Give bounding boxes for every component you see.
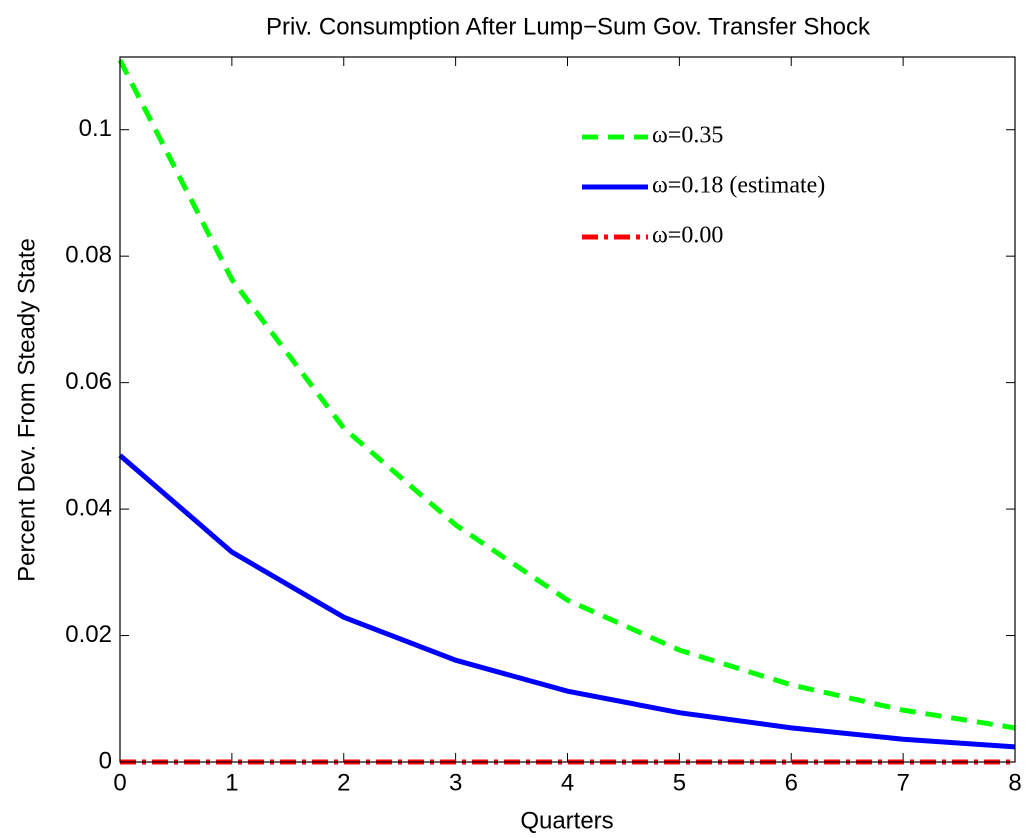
x-tick-label: 3 — [449, 769, 462, 796]
x-tick-label: 8 — [1008, 769, 1021, 796]
y-tick-label: 0.02 — [65, 621, 112, 648]
series-line — [118, 453, 1016, 750]
legend-label: ω=0.35 — [652, 123, 723, 149]
y-tick-label: 0.1 — [79, 115, 112, 142]
series-line — [117, 59, 1016, 731]
y-tick-label: 0 — [99, 747, 112, 774]
axes-frame — [119, 56, 1016, 763]
y-tick-label: 0.06 — [65, 368, 112, 395]
y-axis-label: Percent Dev. From Steady State — [13, 238, 40, 582]
x-tick-label: 4 — [561, 769, 574, 796]
x-tick-label: 7 — [896, 769, 909, 796]
y-tick-label: 0.04 — [65, 494, 112, 521]
y-tick-label: 0.08 — [65, 242, 112, 269]
legend-label: ω=0.18 (estimate) — [652, 173, 825, 199]
x-tick-label: 0 — [113, 769, 126, 796]
legend-label: ω=0.00 — [652, 223, 723, 249]
x-tick-label: 2 — [337, 769, 350, 796]
x-axis-label: Quarters — [520, 807, 613, 834]
x-tick-label: 1 — [225, 769, 238, 796]
x-tick-label: 6 — [785, 769, 798, 796]
x-tick-label: 5 — [673, 769, 686, 796]
chart-title: Priv. Consumption After Lump−Sum Gov. Tr… — [266, 13, 871, 40]
plot-area — [120, 57, 1015, 762]
